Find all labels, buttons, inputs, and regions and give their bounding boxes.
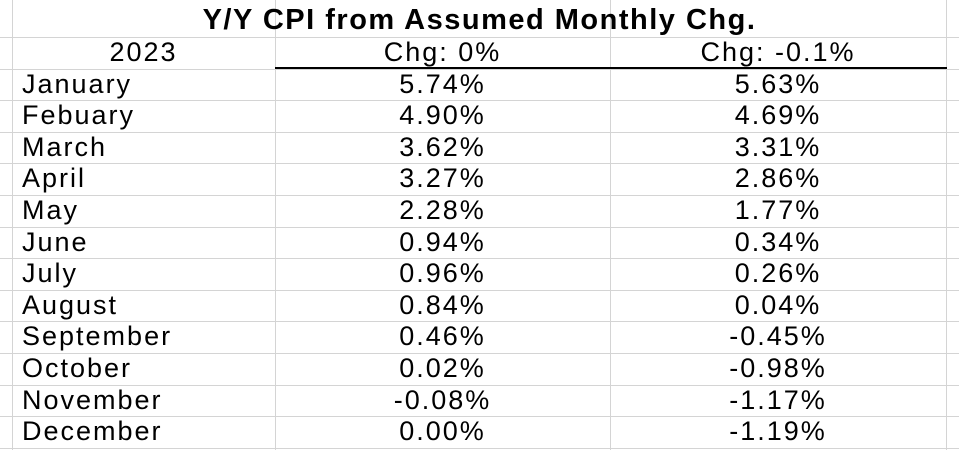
grid-line <box>12 0 13 450</box>
grid-line <box>0 131 959 133</box>
row-cell-label: Febuary <box>22 100 136 131</box>
row-cell-label: May <box>22 195 80 225</box>
row-cell-value: 0.26% <box>734 258 822 289</box>
grid-line <box>0 37 959 38</box>
grid-line <box>0 416 959 418</box>
row-cell-value: 1.77% <box>734 195 822 225</box>
row-cell-value: 0.00% <box>399 416 486 447</box>
row-cell-value: 3.31% <box>734 131 822 162</box>
row-cell-value: 3.27% <box>399 163 486 194</box>
row-cell-value: 5.63% <box>734 68 822 99</box>
grid-line <box>0 384 959 386</box>
header-cell-value: Chg: -0.1% <box>700 37 856 67</box>
row-cell-value: 5.74% <box>399 68 486 99</box>
row-cell-label: July <box>22 258 79 289</box>
row-cell-value: -1.19% <box>729 416 827 447</box>
row-cell-value: 0.46% <box>399 321 486 352</box>
grid-line <box>0 258 959 260</box>
row-cell-value: -0.45% <box>729 321 827 352</box>
row-cell-label: October <box>22 353 133 383</box>
row-cell-value: -0.98% <box>729 353 827 383</box>
row-cell-label: December <box>22 416 163 447</box>
grid-line <box>0 163 959 165</box>
row-cell-label: November <box>22 384 163 415</box>
row-cell-value: 0.96% <box>399 258 486 289</box>
header-rule <box>275 67 947 69</box>
row-cell-value: 0.84% <box>399 289 486 320</box>
table-title: Y/Y CPI from Assumed Monthly Chg. <box>202 4 757 36</box>
grid-line <box>0 353 959 354</box>
grid-line <box>610 0 611 450</box>
grid-line <box>0 226 959 228</box>
row-cell-value: -0.08% <box>393 384 492 415</box>
grid-line <box>275 0 276 450</box>
header-cell-label: 2023 <box>109 37 178 67</box>
row-cell-value: 2.86% <box>734 163 822 194</box>
row-cell-value: 0.04% <box>734 289 822 320</box>
row-cell-label: June <box>22 226 89 257</box>
grid-line <box>0 321 959 323</box>
grid-line <box>0 195 959 196</box>
row-cell-value: 0.02% <box>399 353 486 383</box>
row-cell-value: -1.17% <box>729 384 827 415</box>
row-cell-value: 3.62% <box>399 131 486 162</box>
row-cell-label: March <box>22 131 108 162</box>
row-cell-value: 4.69% <box>734 100 822 131</box>
row-cell-value: 0.34% <box>734 226 822 257</box>
grid-line <box>946 0 947 450</box>
row-cell-label: August <box>22 289 119 320</box>
grid-line <box>0 68 959 70</box>
grid-line <box>0 289 959 291</box>
header-cell-value: Chg: 0% <box>383 37 502 67</box>
row-cell-label: January <box>22 68 133 99</box>
row-cell-value: 0.94% <box>399 226 486 257</box>
row-cell-value: 4.90% <box>399 100 486 131</box>
row-cell-value: 2.28% <box>399 195 486 225</box>
grid-line <box>0 447 959 449</box>
grid-line <box>0 100 959 102</box>
row-cell-label: April <box>22 163 87 194</box>
row-cell-label: September <box>22 321 173 352</box>
